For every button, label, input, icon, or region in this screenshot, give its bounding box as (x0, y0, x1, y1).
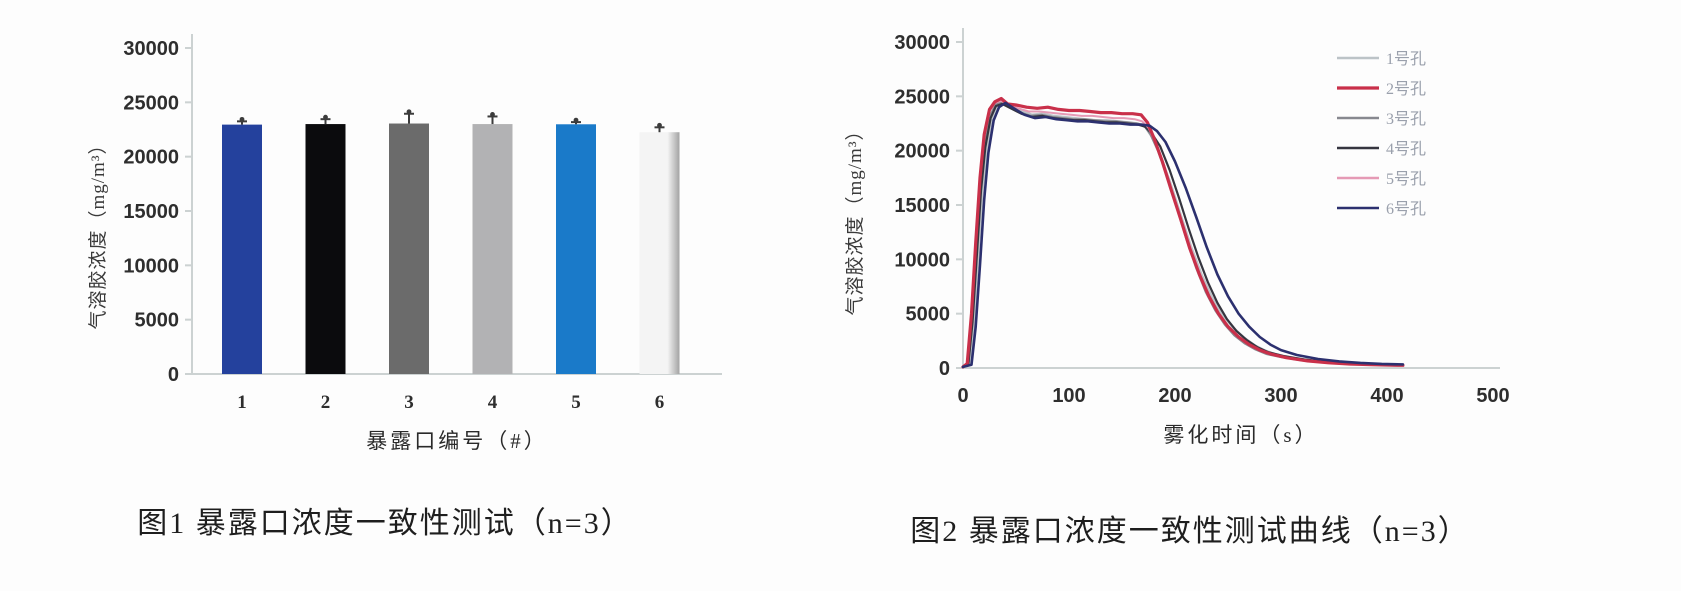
error-bar-knob (490, 112, 495, 117)
bar (472, 124, 513, 374)
bar (389, 123, 429, 374)
x-tick-label: 2 (321, 392, 331, 413)
y-tick-label: 20000 (123, 147, 179, 169)
bar (556, 124, 596, 374)
legend-label: 3号孔 (1386, 110, 1426, 128)
x-axis-title: 暴露口编号（#） (366, 429, 548, 453)
legend-label: 4号孔 (1386, 140, 1426, 158)
y-tick-label: 5000 (135, 310, 180, 332)
bar (305, 124, 346, 374)
series-line-4号孔 (961, 102, 1403, 368)
y-tick-label: 0 (168, 364, 179, 386)
bar (639, 132, 680, 374)
legend-label: 6号孔 (1386, 200, 1426, 218)
figure1-caption: 图1 暴露口浓度一致性测试（n=3） (137, 507, 633, 540)
error-bar-knob (323, 114, 328, 120)
y-tick-label: 15000 (123, 201, 179, 223)
series-line-6号孔 (961, 101, 1405, 369)
y-tick-label: 0 (939, 358, 950, 380)
x-tick-label: 4 (488, 392, 498, 413)
line-chart-svg: 050001000015000200002500030000气溶胶浓度（mg/m… (844, 28, 1510, 447)
figure2-caption: 图2 暴露口浓度一致性测试曲线（n=3） (910, 515, 1470, 548)
legend: 1号孔 2号孔 3号孔 4号孔 5号孔 6号孔 (1337, 50, 1426, 218)
y-axis-title: 气溶胶浓度（mg/m³） (844, 120, 866, 315)
x-tick-label: 0 (957, 385, 968, 407)
bar-chart-svg: 0 5000 10000 15000 20000 25000 30000 气溶胶浓度（mg/m… (87, 34, 722, 453)
figure2-line-chart-container: 0 5000 10000 15000 20000 25000 30000 气溶胶浓度（mg/m… (795, 2, 1585, 477)
x-tick-label: 200 (1158, 385, 1191, 407)
x-tick-label: 100 (1052, 385, 1085, 407)
y-axis-title: 气溶胶浓度（mg/m³） (87, 134, 109, 329)
x-tick-label: 500 (1476, 385, 1509, 407)
y-tick-label: 10000 (123, 255, 179, 277)
y-tick-label: 25000 (123, 92, 179, 114)
x-tick-label: 3 (404, 392, 414, 413)
y-tick-label: 5000 (906, 304, 951, 326)
y-tick-label: 30000 (894, 32, 950, 54)
series-line-2号孔 (961, 96, 1405, 369)
bar (222, 124, 262, 374)
error-bar-knob (406, 109, 412, 115)
series-line-1号孔 (961, 100, 1399, 369)
x-tick-label: 300 (1264, 385, 1297, 407)
legend-label: 1号孔 (1386, 50, 1426, 68)
y-tick-label: 10000 (894, 249, 950, 271)
series-line-5号孔 (962, 99, 1395, 368)
x-tick-label: 1 (237, 392, 247, 413)
y-tick-label: 15000 (894, 195, 950, 217)
error-bar-knob (657, 122, 662, 128)
error-bar-knob (573, 117, 579, 123)
legend-label: 5号孔 (1386, 170, 1426, 188)
x-tick-label: 5 (571, 392, 581, 413)
y-tick-label: 20000 (894, 141, 950, 163)
figure1-bar-chart-container: 0 5000 10000 15000 20000 25000 30000 气溶胶浓度（mg/m… (20, 6, 750, 473)
error-bar-knob (239, 116, 245, 122)
x-axis-title: 雾化时间（s） (1163, 423, 1318, 447)
x-tick-label: 400 (1370, 385, 1403, 407)
y-tick-label: 30000 (123, 38, 179, 60)
legend-label: 2号孔 (1386, 80, 1426, 98)
x-tick-label: 6 (655, 392, 665, 413)
y-tick-label: 25000 (894, 86, 950, 108)
series-line-3号孔 (961, 101, 1402, 368)
